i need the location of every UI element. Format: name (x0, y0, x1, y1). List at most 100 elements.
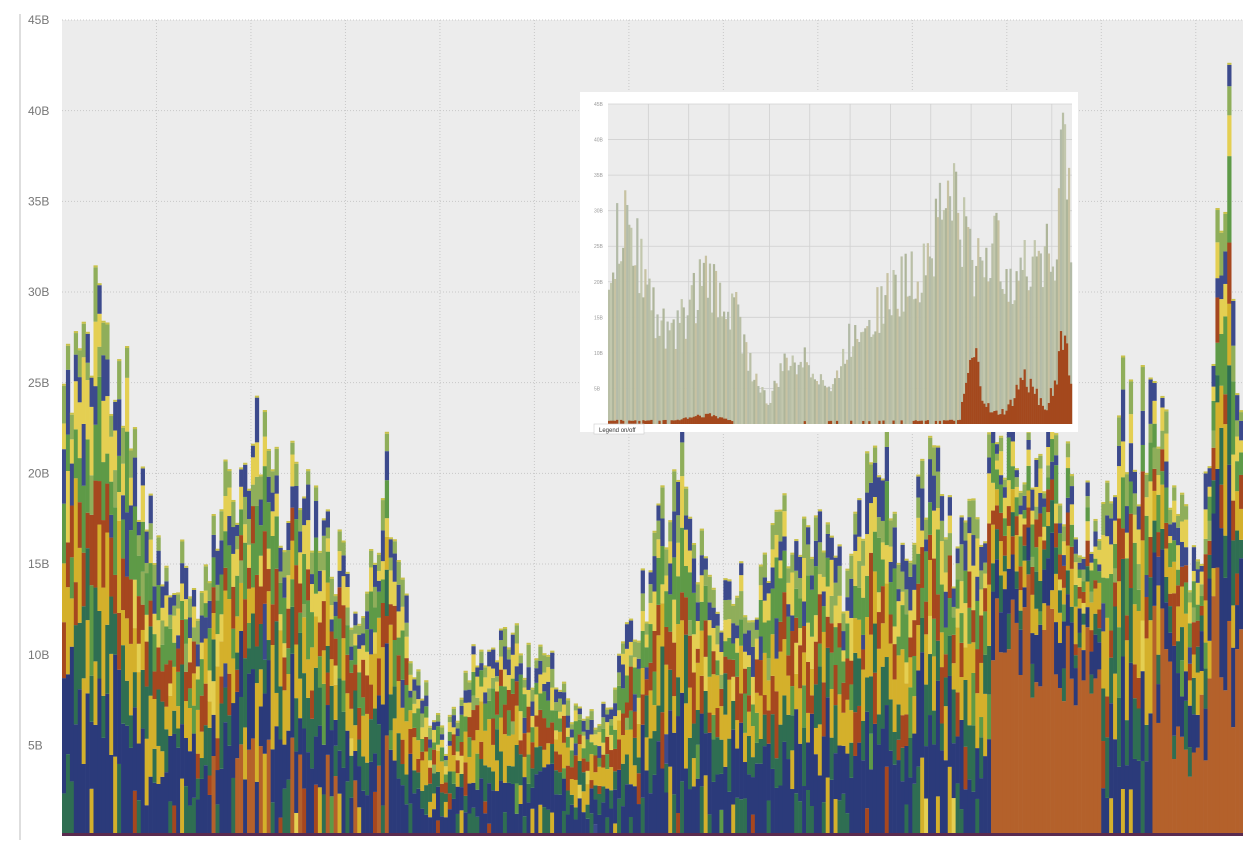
main-bar-cap (687, 516, 693, 519)
main-bar-segment (1018, 629, 1023, 675)
legend-toggle-label[interactable]: Legend on/off (599, 428, 636, 434)
main-bar-segment (849, 555, 854, 579)
main-bar-segment (231, 527, 236, 554)
main-bar-cap (1195, 559, 1200, 562)
main-bar-segment (735, 638, 740, 653)
main-bar-segment (558, 772, 563, 795)
inset-bar (819, 374, 823, 424)
main-bar-segment (136, 521, 142, 536)
main-bar-segment (77, 377, 82, 403)
main-bar-segment (1097, 628, 1102, 643)
main-bar-segment (829, 652, 834, 689)
main-bar-segment (416, 671, 421, 686)
main-bar-segment (561, 810, 567, 836)
main-bar (1057, 503, 1063, 836)
main-bar (207, 581, 212, 836)
legend-toggle-button[interactable]: Legend on/off (593, 423, 645, 435)
main-bar-cap (585, 716, 590, 719)
main-bar (199, 591, 205, 836)
main-bar-segment (939, 750, 945, 836)
main-bar-cap (967, 498, 972, 501)
main-bar-segment (1061, 668, 1067, 702)
main-bar (211, 514, 216, 836)
main-bar-segment (266, 502, 271, 549)
inset-bar (957, 212, 960, 424)
main-bar-segment (365, 713, 370, 763)
main-bar-cap (1183, 504, 1189, 507)
main-bar-segment (739, 693, 744, 723)
main-bar-segment (69, 414, 75, 440)
main-bar-cap (475, 665, 480, 668)
main-bar-segment (1093, 678, 1098, 836)
main-bar-segment (959, 581, 964, 614)
main-bar-segment (310, 574, 315, 585)
main-bar-segment (959, 809, 964, 836)
main-bar-segment (479, 759, 484, 779)
main-bar-segment (569, 779, 575, 795)
main-bar-segment (967, 779, 972, 836)
main-bar-segment (924, 601, 929, 635)
main-bar-segment (865, 677, 870, 712)
main-bar-segment (124, 431, 130, 513)
main-bar-segment (254, 781, 260, 836)
main-bar-segment (522, 816, 527, 836)
main-bar-segment (1109, 798, 1114, 836)
main-bar-segment (502, 704, 508, 735)
main-bar-segment (353, 690, 358, 726)
main-bar-segment (1148, 423, 1153, 443)
main-bar-segment (1199, 694, 1204, 836)
main-bar-segment (1030, 566, 1035, 595)
main-bar-cap (1187, 590, 1193, 593)
inset-bar (747, 370, 750, 424)
main-baseline (62, 833, 1243, 836)
main-bar-segment (361, 697, 366, 716)
main-bar-segment (455, 786, 460, 814)
main-bar-segment (1034, 486, 1039, 507)
main-bar-segment (928, 502, 933, 535)
main-bar-segment (152, 748, 157, 783)
main-bar-segment (69, 646, 75, 782)
main-bar-segment (821, 606, 827, 632)
main-bar (1168, 507, 1173, 836)
main-bar-segment (660, 546, 665, 585)
main-bar-segment (558, 691, 563, 699)
legend-toggle-box[interactable] (593, 423, 645, 435)
main-bar-segment (589, 813, 594, 836)
main-bar-segment (782, 592, 787, 640)
main-bar-segment (723, 600, 728, 620)
main-bar-segment (506, 649, 512, 660)
main-bar-segment (302, 603, 307, 618)
inset-bar (610, 282, 613, 424)
inset-bar (872, 334, 875, 424)
main-bar-segment (215, 666, 220, 739)
main-bar-segment (1046, 512, 1051, 527)
main-bar-segment (180, 664, 185, 725)
main-bar-segment (514, 705, 519, 745)
main-bar-segment (404, 658, 409, 685)
main-bar (498, 628, 504, 836)
main-bar-segment (609, 725, 614, 735)
main-bar-segment (1069, 486, 1075, 505)
main-bar (1038, 453, 1043, 836)
main-bar-segment (1105, 737, 1110, 798)
main-bar-segment (691, 786, 697, 836)
main-bar (443, 753, 449, 836)
main-bar-segment (491, 771, 496, 791)
main-bar-segment (357, 807, 362, 836)
main-bar-segment (266, 640, 271, 661)
main-bar-segment (601, 742, 606, 755)
main-bar-segment (1105, 515, 1110, 537)
main-bar-segment (498, 640, 504, 657)
main-bar (912, 542, 917, 836)
main-bar-cap (522, 677, 527, 680)
main-bar (1113, 495, 1118, 836)
main-bar-segment (1219, 484, 1224, 529)
main-bar-segment (782, 495, 787, 512)
main-bar-segment (195, 666, 201, 680)
inset-bar (1035, 256, 1038, 424)
main-bar-segment (274, 726, 279, 836)
main-bar-segment (983, 611, 988, 655)
main-bar-segment (621, 763, 626, 807)
main-bar-segment (581, 758, 586, 773)
main-bar-segment (1215, 342, 1220, 376)
